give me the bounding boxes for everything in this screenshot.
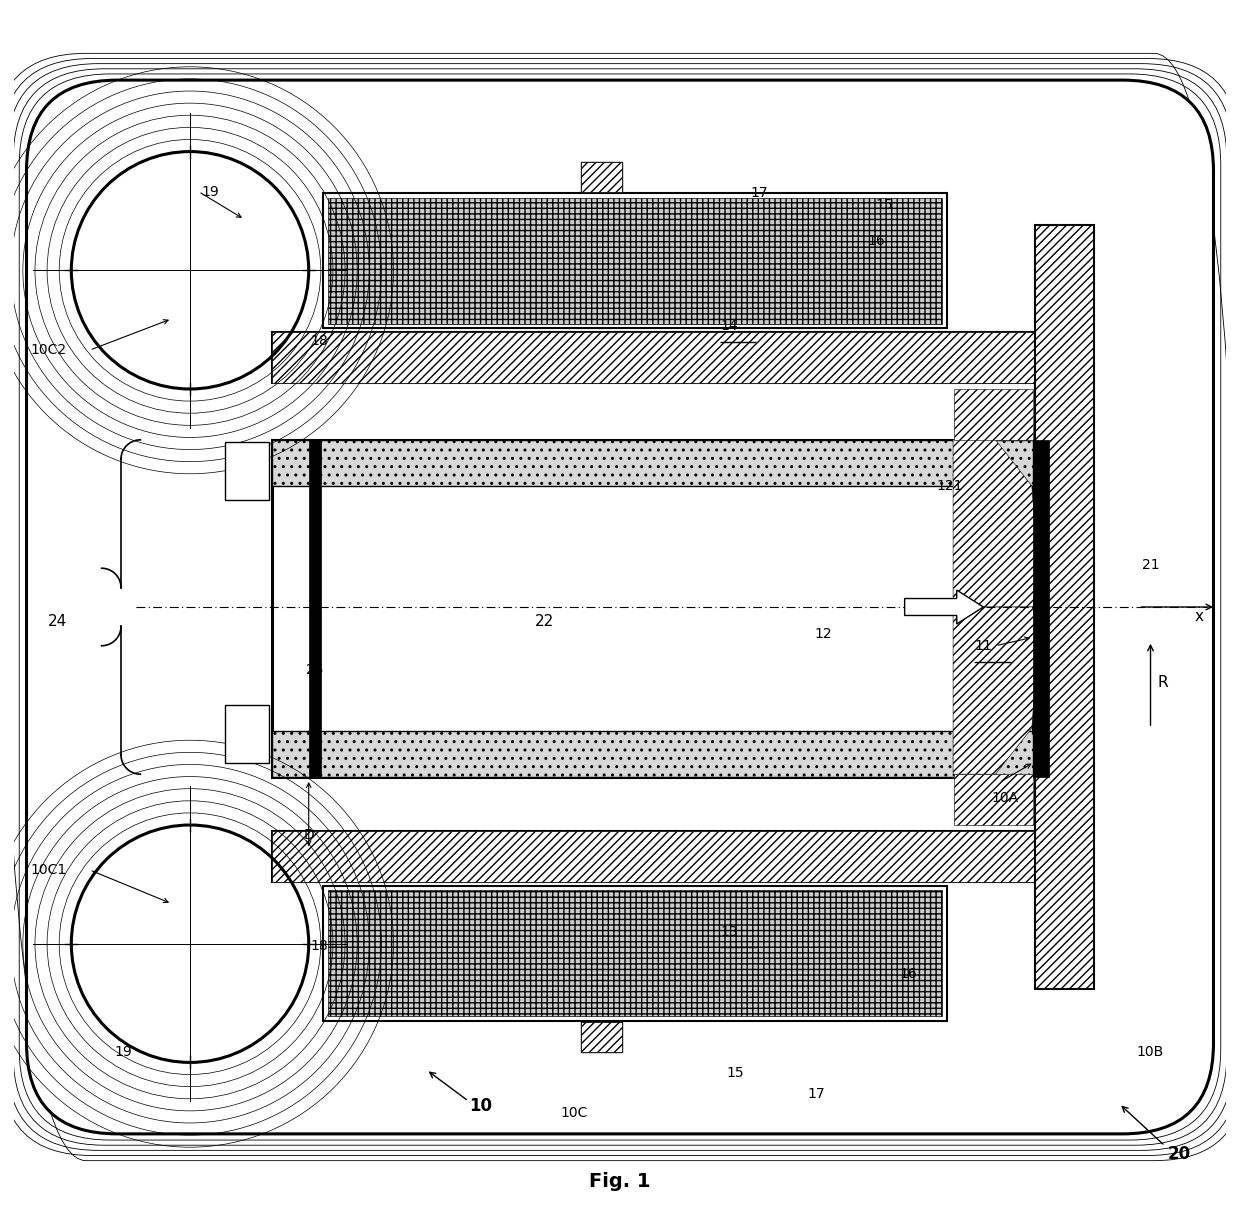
Polygon shape [954, 607, 1035, 775]
Bar [273, 439, 1033, 486]
Text: 10C: 10C [560, 1106, 588, 1121]
Text: 17: 17 [750, 186, 768, 200]
Text: 121: 121 [936, 478, 962, 493]
Bar [582, 163, 622, 192]
Text: 16: 16 [899, 968, 918, 981]
Text: 14: 14 [720, 319, 738, 333]
Text: 24: 24 [48, 614, 68, 629]
Bar [955, 388, 1033, 439]
Bar [582, 1022, 622, 1051]
Bar [273, 832, 1060, 881]
Text: 20: 20 [1168, 1146, 1192, 1163]
Text: 15: 15 [727, 1066, 744, 1080]
Text: D: D [304, 828, 314, 841]
Bar [226, 442, 269, 500]
Text: 10B: 10B [1137, 1044, 1164, 1059]
Polygon shape [954, 439, 1035, 607]
Text: 10: 10 [469, 1097, 492, 1114]
Bar [582, 1022, 622, 1051]
Bar [273, 333, 1060, 382]
Text: Fig. 1: Fig. 1 [589, 1172, 651, 1191]
Text: 17: 17 [807, 1087, 825, 1101]
Text: 19: 19 [202, 185, 219, 199]
Text: 25: 25 [306, 663, 324, 677]
Text: 15: 15 [875, 198, 893, 212]
Text: 12: 12 [815, 626, 832, 641]
Text: 22: 22 [536, 614, 554, 629]
Text: 11: 11 [975, 639, 992, 653]
Text: 10C1: 10C1 [30, 863, 67, 877]
Bar [309, 439, 321, 777]
Polygon shape [905, 590, 983, 624]
Text: 18: 18 [311, 334, 329, 347]
Text: 19: 19 [114, 1044, 133, 1059]
Text: R: R [1157, 675, 1168, 690]
Bar [1033, 439, 1049, 777]
Bar [329, 198, 942, 324]
Bar [955, 775, 1033, 826]
Text: 10C2: 10C2 [30, 344, 67, 357]
Text: 21: 21 [1142, 557, 1159, 572]
FancyBboxPatch shape [26, 80, 1214, 1134]
Text: 18: 18 [311, 940, 329, 953]
Bar [273, 333, 1060, 382]
Bar [329, 890, 942, 1016]
Bar [226, 704, 269, 762]
Bar [273, 439, 1033, 777]
Bar [1035, 226, 1094, 988]
Text: x: x [1194, 609, 1204, 624]
Bar [273, 731, 1033, 777]
Text: 10A: 10A [992, 792, 1019, 805]
Text: 16: 16 [868, 234, 885, 248]
Text: 13: 13 [720, 925, 738, 938]
Bar [582, 163, 622, 192]
Bar [324, 193, 947, 329]
Bar [324, 885, 947, 1021]
Bar [273, 832, 1060, 881]
